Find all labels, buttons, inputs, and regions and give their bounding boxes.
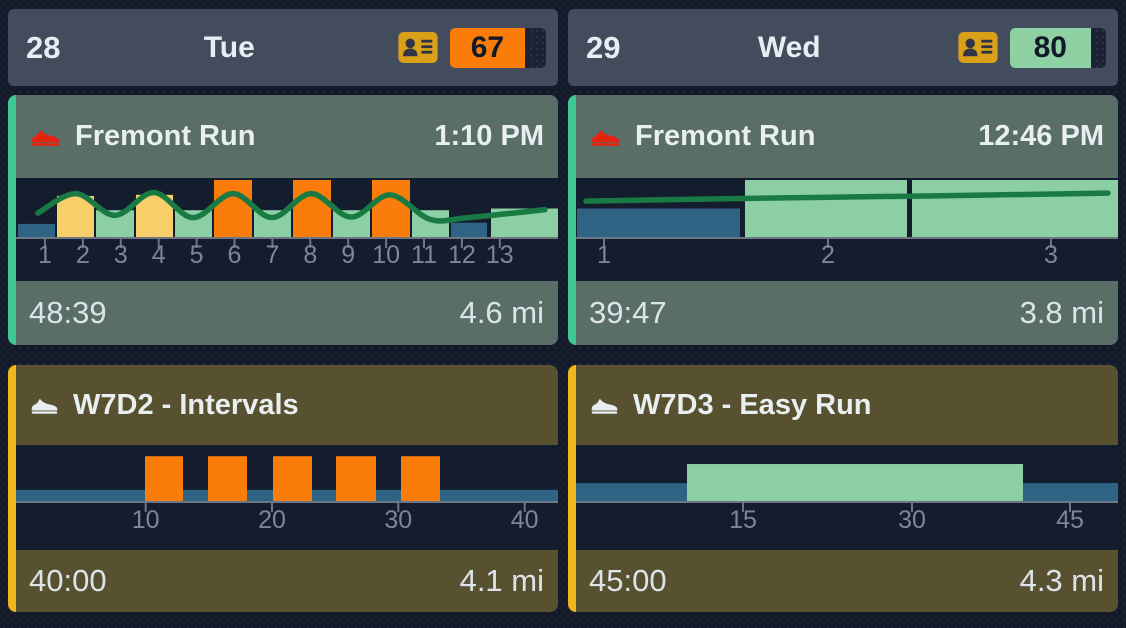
svg-text:1: 1 (597, 241, 611, 269)
workout-stats: 40:00 4.1 mi (16, 550, 558, 612)
day-header[interactable]: 28 Tue 67 (8, 9, 558, 86)
workout-stats: 45:00 4.3 mi (576, 550, 1118, 612)
athlete-id-card-icon (398, 32, 438, 63)
svg-text:6: 6 (228, 241, 242, 269)
activity-duration: 39:47 (589, 295, 667, 330)
svg-text:9: 9 (341, 241, 355, 269)
svg-text:45: 45 (1056, 506, 1084, 534)
fitness-fill: 67 (450, 27, 525, 68)
weekday-label: Wed (757, 30, 821, 64)
day-number: 29 (586, 29, 621, 65)
svg-text:40: 40 (511, 506, 539, 534)
completed-activity-card[interactable]: Fremont Run 1:10 PM 1 2 3 4 5 6 7 8 9 10 11 12 13 48… (8, 95, 558, 345)
planned-workout-card[interactable]: W7D2 - Intervals 10 20 30 40 40:00 4.1 mi (8, 365, 558, 612)
workout-duration: 40:00 (29, 563, 107, 598)
workout-duration: 45:00 (589, 563, 667, 598)
svg-text:4: 4 (152, 241, 166, 269)
day-header[interactable]: 29 Wed 80 (568, 9, 1118, 86)
workout-structure-chart: 15 30 45 (576, 445, 1118, 550)
fitness-value: 67 (470, 30, 505, 64)
activity-splits-chart: 1 2 3 4 5 6 7 8 9 10 11 12 13 (16, 178, 558, 281)
workout-structure-chart: 10 20 30 40 (16, 445, 558, 550)
svg-text:3: 3 (114, 241, 128, 269)
activity-distance: 3.8 mi (1019, 295, 1104, 330)
activity-start-time: 1:10 PM (434, 120, 544, 152)
activity-splits-chart: 1 2 3 (576, 178, 1118, 281)
fitness-value: 80 (1033, 30, 1067, 64)
workout-title: W7D3 - Easy Run (633, 388, 872, 421)
weekday-label: Tue (203, 30, 255, 64)
activity-card-header: Fremont Run 1:10 PM (16, 95, 558, 178)
day-column-wed-29: 29 Wed 80 Fremont Run 12:46 PM 1 2 3 39:47 (568, 9, 1118, 612)
svg-text:8: 8 (303, 241, 317, 269)
svg-text:2: 2 (821, 241, 835, 269)
svg-text:3: 3 (1044, 241, 1058, 269)
svg-text:20: 20 (258, 506, 286, 534)
activity-card-header: Fremont Run 12:46 PM (576, 95, 1118, 178)
svg-text:30: 30 (384, 506, 412, 534)
svg-text:7: 7 (265, 241, 279, 269)
svg-text:10: 10 (372, 241, 400, 269)
svg-text:30: 30 (898, 506, 926, 534)
svg-text:12: 12 (448, 241, 476, 269)
activity-stats: 48:39 4.6 mi (16, 281, 558, 345)
workout-title: W7D2 - Intervals (73, 388, 299, 421)
running-shoe-outline-icon (589, 395, 620, 416)
svg-text:13: 13 (486, 241, 514, 269)
fitness-badge[interactable]: 67 (450, 27, 546, 68)
completed-activity-card[interactable]: Fremont Run 12:46 PM 1 2 3 39:47 3.8 mi (568, 95, 1118, 345)
day-number: 28 (26, 29, 61, 65)
workout-card-header: W7D3 - Easy Run (576, 365, 1118, 445)
workout-card-header: W7D2 - Intervals (16, 365, 558, 445)
workout-distance: 4.1 mi (459, 563, 544, 598)
running-shoe-icon (589, 126, 622, 148)
fitness-badge[interactable]: 80 (1010, 27, 1106, 68)
svg-text:5: 5 (190, 241, 204, 269)
running-shoe-icon (29, 126, 62, 148)
svg-text:1: 1 (38, 241, 52, 269)
svg-text:10: 10 (132, 506, 160, 534)
fitness-fill: 80 (1010, 27, 1091, 68)
planned-workout-card[interactable]: W7D3 - Easy Run 15 30 45 45:00 4.3 mi (568, 365, 1118, 612)
activity-title: Fremont Run (635, 120, 816, 152)
activity-duration: 48:39 (29, 295, 107, 330)
activity-start-time: 12:46 PM (978, 120, 1104, 152)
activity-title: Fremont Run (75, 120, 256, 152)
svg-text:11: 11 (411, 241, 437, 269)
athlete-id-card-icon (958, 32, 998, 63)
svg-text:2: 2 (76, 241, 90, 269)
activity-stats: 39:47 3.8 mi (576, 281, 1118, 345)
activity-distance: 4.6 mi (459, 295, 544, 330)
running-shoe-outline-icon (29, 395, 60, 416)
workout-distance: 4.3 mi (1019, 563, 1104, 598)
svg-text:15: 15 (729, 506, 757, 534)
